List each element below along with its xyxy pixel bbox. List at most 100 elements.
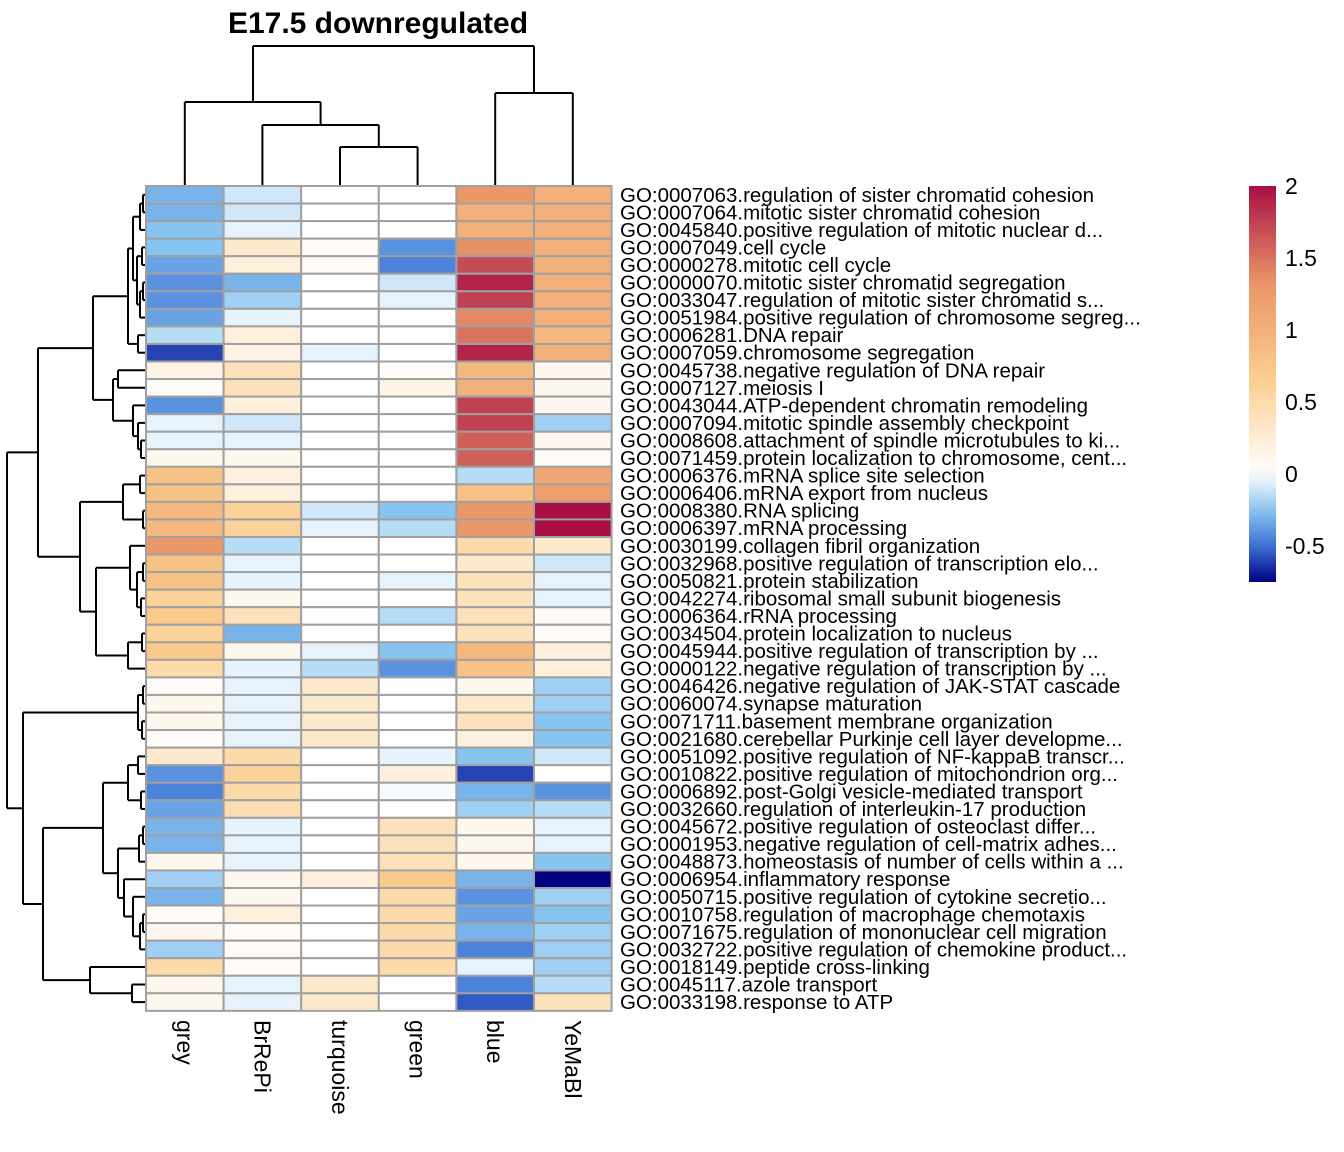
- heatmap-cell: [455, 430, 535, 451]
- heatmap-cell: [533, 658, 613, 679]
- heatmap-cell: [222, 781, 303, 802]
- heatmap-cell: [533, 904, 613, 925]
- heatmap-cell: [145, 588, 225, 609]
- heatmap-cell: [300, 641, 380, 661]
- heatmap-cell: [222, 676, 303, 696]
- row-label: GO:0006281.DNA repair: [620, 324, 844, 347]
- heatmap-cell: [377, 483, 458, 503]
- heatmap-cell: [300, 887, 380, 907]
- heatmap-cell: [145, 571, 225, 591]
- heatmap-cell: [455, 237, 535, 258]
- column-label: BrRePi: [249, 1020, 275, 1093]
- heatmap-cell: [533, 869, 613, 890]
- row-label: GO:0007049.cell cycle: [620, 236, 826, 259]
- heatmap-cell: [145, 746, 225, 767]
- heatmap-cell: [455, 448, 535, 468]
- heatmap-cell: [145, 957, 225, 977]
- heatmap-cell: [377, 430, 458, 451]
- row-label: GO:0000070.mitotic sister chromatid segr…: [620, 272, 1066, 295]
- heatmap-cell: [377, 378, 458, 398]
- heatmap-cell: [533, 834, 613, 854]
- heatmap-cell: [377, 342, 458, 363]
- heatmap-cell: [377, 869, 458, 890]
- heatmap-cell: [222, 325, 303, 345]
- heatmap-cell: [300, 465, 380, 486]
- heatmap-cell: [145, 816, 225, 837]
- heatmap-cell: [455, 272, 535, 293]
- heatmap-cell: [145, 395, 225, 416]
- heatmap-cell: [455, 571, 535, 591]
- heatmap-cell: [222, 307, 303, 328]
- heatmap-cell: [533, 799, 613, 819]
- heatmap-cell: [300, 185, 380, 205]
- heatmap-cell: [145, 378, 225, 398]
- row-label: GO:0030199.collagen fibril organization: [620, 535, 980, 558]
- heatmap-cell: [455, 518, 535, 539]
- heatmap-cell: [222, 851, 303, 872]
- row-label: GO:0006406.mRNA export from nucleus: [620, 482, 988, 505]
- heatmap-cell: [145, 465, 225, 486]
- heatmap-cell: [455, 606, 535, 626]
- heatmap-cell: [533, 272, 613, 293]
- column-label: blue: [482, 1020, 508, 1063]
- heatmap-cell: [455, 904, 535, 925]
- heatmap-cell: [222, 553, 303, 574]
- heatmap-cell: [533, 465, 613, 486]
- heatmap-cell: [300, 325, 380, 345]
- heatmap-cell: [533, 413, 613, 433]
- heatmap-cell: [455, 483, 535, 503]
- color-legend: 2 1.5 1 0.5 0 -0.5: [1249, 173, 1325, 582]
- heatmap-cell: [145, 869, 225, 890]
- row-label: GO:0006364.rRNA processing: [620, 605, 897, 628]
- row-label: GO:0001953.negative regulation of cell-m…: [620, 833, 1117, 856]
- heatmap-cell: [377, 746, 458, 767]
- heatmap-cell: [222, 746, 303, 767]
- heatmap-cell: [455, 342, 535, 363]
- heatmap-cell: [377, 658, 458, 679]
- heatmap-cell: [145, 834, 225, 854]
- heatmap-cell: [455, 922, 535, 942]
- heatmap-cell: [300, 992, 380, 1012]
- row-label: GO:0045672.positive regulation of osteoc…: [620, 816, 1096, 839]
- legend-tick-label: 0: [1285, 461, 1298, 487]
- heatmap-cell: [300, 869, 380, 890]
- heatmap-cell: [377, 939, 458, 960]
- heatmap-cell: [533, 290, 613, 310]
- heatmap-cell: [300, 360, 380, 381]
- heatmap-cell: [222, 360, 303, 381]
- column-label: YeMaBl: [560, 1020, 586, 1098]
- heatmap-cell: [222, 378, 303, 398]
- heatmap-cell: [455, 939, 535, 960]
- heatmap-cell: [377, 202, 458, 223]
- heatmap-cell: [455, 799, 535, 819]
- heatmap-cell: [377, 518, 458, 539]
- heatmap-cell: [533, 483, 613, 503]
- heatmap-cell: [300, 237, 380, 258]
- heatmap-cell: [533, 588, 613, 609]
- heatmap-cell: [377, 536, 458, 556]
- heatmap-cell: [300, 571, 380, 591]
- heatmap-cell: [145, 939, 225, 960]
- heatmap-cell: [222, 904, 303, 925]
- heatmap-cell: [145, 974, 225, 995]
- heatmap-cell: [222, 693, 303, 714]
- row-label: GO:0008608.attachment of spindle microtu…: [620, 429, 1120, 452]
- heatmap-cell: [455, 746, 535, 767]
- heatmap-cell: [377, 413, 458, 433]
- heatmap-cell: [300, 553, 380, 574]
- heatmap-cell: [377, 185, 458, 205]
- heatmap-cell: [222, 342, 303, 363]
- heatmap-cell: [533, 255, 613, 275]
- heatmap-cell: [300, 816, 380, 837]
- heatmap-cell: [533, 974, 613, 995]
- heatmap-cell: [377, 448, 458, 468]
- heatmap-cell: [533, 957, 613, 977]
- heatmap-cell: [377, 781, 458, 802]
- row-label: GO:0032968.positive regulation of transc…: [620, 552, 1099, 575]
- heatmap-cell: [455, 290, 535, 310]
- heatmap-cell: [300, 220, 380, 240]
- heatmap-cell: [455, 378, 535, 398]
- row-label: GO:0018149.peptide cross-linking: [620, 956, 930, 979]
- heatmap-cell: [455, 413, 535, 433]
- heatmap-cell: [300, 430, 380, 451]
